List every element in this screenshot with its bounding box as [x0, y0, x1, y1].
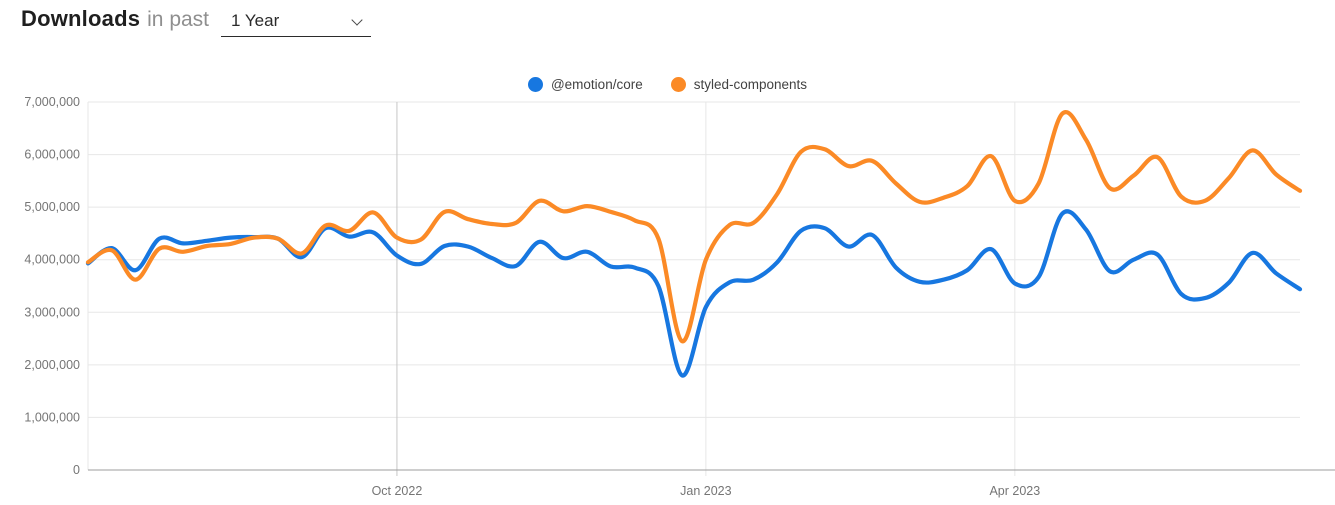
legend-label: styled-components	[693, 77, 808, 92]
chart-header: Downloads in past 1 Year	[21, 6, 372, 37]
legend-dot-icon	[527, 77, 543, 92]
legend-label: @emotion/core	[550, 77, 643, 92]
chevron-down-icon	[351, 13, 363, 26]
page-subtitle: in past	[147, 8, 210, 31]
chart-line-styled-components[interactable]	[85, 110, 1303, 344]
x-axis-label: Oct 2022	[372, 484, 423, 498]
page-title: Downloads	[21, 6, 141, 31]
y-axis-label: 6,000,000	[24, 148, 80, 162]
y-axis-label: 0	[73, 463, 80, 477]
period-dropdown[interactable]: 1 Year	[221, 11, 372, 37]
x-axis-label: Jan 2023	[680, 484, 731, 498]
period-dropdown-value: 1 Year	[231, 11, 280, 30]
legend-item-styled-components[interactable]: styled-components	[670, 77, 808, 92]
y-axis-label: 4,000,000	[24, 253, 80, 267]
x-axis-label: Apr 2023	[989, 484, 1040, 498]
y-axis-label: 3,000,000	[24, 305, 80, 319]
legend-item--emotion-core[interactable]: @emotion/core	[527, 77, 643, 92]
y-axis-label: 1,000,000	[24, 410, 80, 424]
y-axis-label: 7,000,000	[24, 95, 80, 109]
legend-dot-icon	[670, 77, 686, 92]
y-axis-label: 5,000,000	[24, 200, 80, 214]
y-axis-label: 2,000,000	[24, 358, 80, 372]
chart-legend: @emotion/core styled-components	[0, 77, 1335, 92]
